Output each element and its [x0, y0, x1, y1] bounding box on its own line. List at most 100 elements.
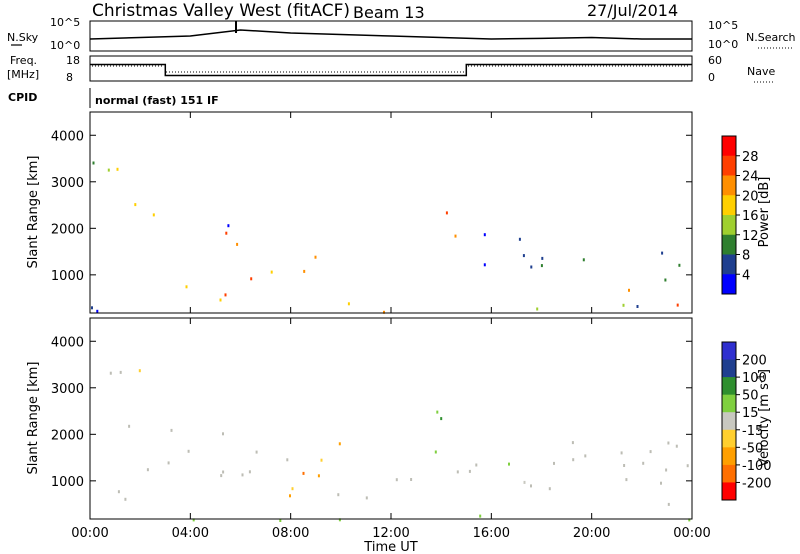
colorbar-swatch [722, 195, 736, 216]
scatter-cell [146, 468, 149, 472]
scatter-cell [434, 450, 437, 454]
scatter-cell [523, 480, 526, 484]
nsky-frame [89, 20, 693, 52]
scatter-cell [303, 269, 306, 273]
y-tick-label: 1000 [51, 269, 84, 284]
scatter-cell [337, 493, 340, 497]
scatter-cell [572, 458, 575, 462]
x-tick-label: 00:00 [673, 526, 710, 541]
scatter-cell [548, 487, 551, 491]
beam-label: Beam 13 [353, 3, 425, 22]
scatter-cell [124, 497, 127, 501]
scatter-cell [649, 450, 652, 454]
scatter-cell [289, 494, 291, 498]
colorbar-swatch [722, 377, 736, 396]
colorbar-swatch [722, 359, 736, 378]
date-label: 27/Jul/2014 [587, 1, 678, 20]
scatter-cell [676, 303, 679, 307]
colorbar-swatch [722, 215, 736, 236]
y-tick-label: 1000 [51, 475, 84, 490]
velocity-frame [89, 317, 693, 520]
colorbar-tick-label: -15 [742, 424, 763, 439]
x-tick-label: 16:00 [473, 526, 510, 541]
colorbar-swatch [722, 447, 736, 466]
velocity-scatter [109, 369, 691, 522]
scatter-cell [475, 463, 478, 467]
scatter-cell [540, 264, 543, 268]
scatter-cell [222, 432, 224, 436]
scatter-cell [116, 167, 119, 171]
x-tick-label: 00:00 [71, 526, 108, 541]
colorbar-swatch [722, 234, 736, 255]
x-tick-label: 04:00 [172, 526, 209, 541]
scatter-cell [483, 263, 486, 267]
freq-panel [89, 55, 693, 82]
y-tick-label: 4000 [51, 335, 84, 350]
scatter-cell [623, 464, 626, 467]
power-colorbar-label: Power [dB] [757, 177, 772, 248]
scatter-cell [91, 306, 93, 310]
power-ylabel: Slant Range [km] [26, 156, 41, 269]
colorbar-tick-label: 4 [742, 268, 750, 283]
scatter-cell [192, 518, 195, 522]
scatter-cell [225, 231, 228, 235]
nsky-series-line [89, 29, 692, 40]
colorbar-tick-label: 15 [742, 406, 759, 421]
y-tick-label: 3000 [51, 176, 84, 191]
x-tick-label: 12:00 [372, 526, 409, 541]
scatter-cell [170, 428, 173, 432]
scatter-cell [250, 277, 253, 281]
x-tick-label: 08:00 [272, 526, 309, 541]
scatter-cell [270, 270, 273, 274]
scatter-cell [445, 211, 448, 215]
scatter-cell [582, 258, 585, 262]
colorbar-tick-label: 24 [742, 170, 759, 185]
scatter-cell [134, 203, 137, 207]
nsearch-tick-top: 10^5 [708, 19, 738, 32]
scatter-cell [248, 470, 251, 474]
scatter-cell [109, 371, 112, 375]
scatter-cell [508, 462, 510, 466]
scatter-cell [456, 470, 459, 474]
scatter-cell [236, 242, 239, 246]
scatter-cell [152, 213, 155, 217]
scatter-cell [383, 310, 385, 314]
colorbar-tick-label: 16 [742, 209, 759, 224]
scatter-cell [518, 237, 521, 241]
scatter-cell [660, 481, 662, 485]
colorbar-tick-label: 20 [742, 189, 759, 204]
scatter-cell [117, 490, 120, 494]
colorbar-frame [721, 341, 737, 501]
velocity-ylabel: Slant Range [km] [26, 362, 41, 475]
scatter-cell [686, 464, 689, 468]
scatter-cell [584, 454, 587, 458]
scatter-cell [541, 256, 544, 260]
scatter-cell [167, 461, 170, 465]
scatter-cell [320, 458, 323, 462]
power-frame [89, 111, 693, 314]
freq-label: Freq. [10, 54, 37, 67]
scatter-cell [96, 309, 99, 313]
velocity-colorbar: -200 -100 -50 -15 15 50 100 200 [721, 341, 772, 501]
scatter-cell [286, 458, 289, 462]
scatter-cell [185, 285, 188, 289]
scatter-cell [338, 518, 341, 522]
velocity-colorbar-label: Velocity [m s-1] [757, 369, 772, 467]
nsearch-label: N.Search [746, 31, 796, 44]
power-panel: 1000 2000 3000 4000 [51, 111, 693, 314]
scatter-cell [536, 307, 539, 311]
colorbar-tick-label: -100 [742, 459, 772, 474]
scatter-cell [241, 473, 244, 477]
scatter-cell [224, 293, 227, 297]
scatter-cell [625, 478, 628, 482]
nsky-tick-bottom: 10^0 [50, 39, 80, 52]
scatter-cell [620, 451, 623, 455]
scatter-cell [636, 305, 639, 308]
scatter-cell [119, 370, 122, 374]
power-axes: 1000 2000 3000 4000 [51, 112, 693, 313]
nsky-tick-top: 10^5 [50, 16, 80, 29]
scatter-cell [665, 468, 668, 472]
scatter-cell [107, 168, 110, 172]
scatter-cell [571, 441, 574, 445]
